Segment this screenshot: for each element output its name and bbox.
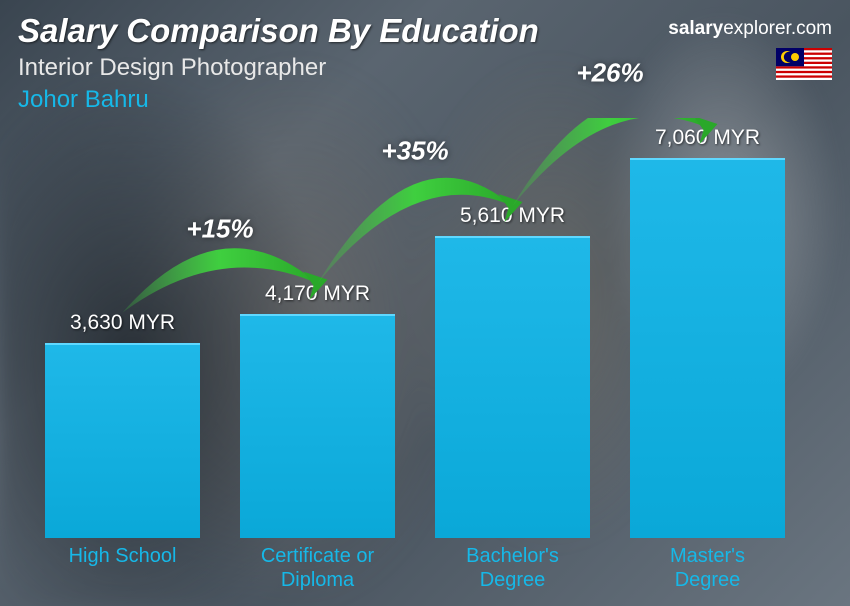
labels-container: High School Certificate orDiploma Bachelor… <box>40 538 790 588</box>
brand-bold: salary <box>668 18 723 39</box>
chart-location: Johor Bahru <box>18 86 832 114</box>
bar-group: 7,060 MYR <box>625 126 790 538</box>
bar-chart: 3,630 MYR 4,170 MYR 5,610 MYR 7,060 MYR Hig… <box>40 118 790 588</box>
bar-group: 5,610 MYR <box>430 204 595 538</box>
percent-increase-badge: +26% <box>576 58 643 89</box>
bar-value-label: 3,630 MYR <box>70 311 175 335</box>
brand-logo: salaryexplorer.com <box>668 18 832 40</box>
percent-increase-badge: +35% <box>381 136 448 167</box>
bar-category-label: Master'sDegree <box>625 538 790 588</box>
bar-value-label: 7,060 MYR <box>655 126 760 150</box>
bar-category-label: High School <box>40 538 205 588</box>
percent-increase-badge: +15% <box>186 213 253 244</box>
brand-rest: explorer.com <box>723 18 832 39</box>
bar-category-label: Certificate orDiploma <box>235 538 400 588</box>
bar <box>240 314 395 538</box>
bar <box>45 343 200 538</box>
bar-value-label: 4,170 MYR <box>265 282 370 306</box>
bars-container: 3,630 MYR 4,170 MYR 5,610 MYR 7,060 MYR <box>40 118 790 538</box>
bar-group: 3,630 MYR <box>40 311 205 538</box>
malaysia-flag-icon <box>776 48 832 80</box>
bar <box>630 158 785 538</box>
bar-value-label: 5,610 MYR <box>460 204 565 228</box>
chart-subtitle: Interior Design Photographer <box>18 54 832 82</box>
bar-category-label: Bachelor'sDegree <box>430 538 595 588</box>
bar <box>435 236 590 538</box>
bar-group: 4,170 MYR <box>235 282 400 538</box>
